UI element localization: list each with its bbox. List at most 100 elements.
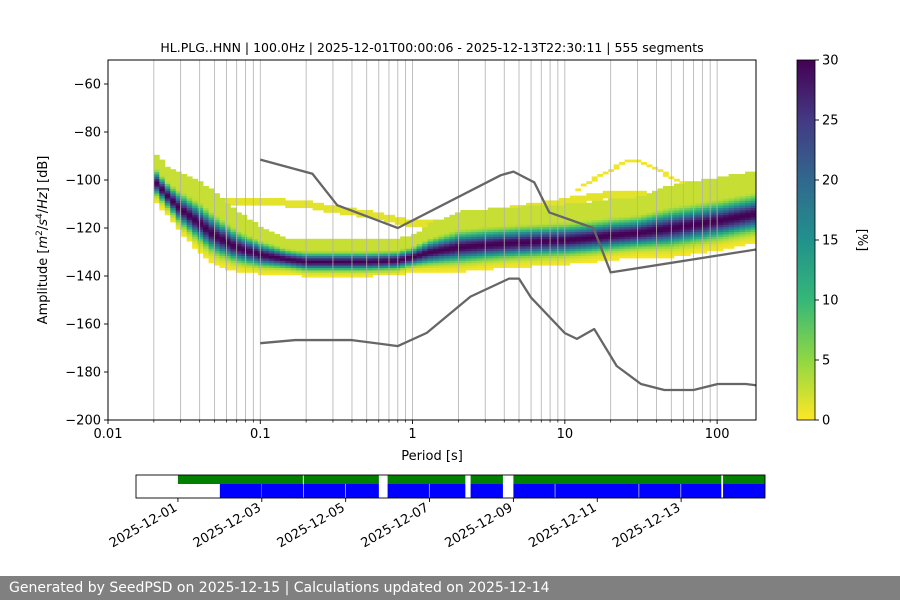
heatmap-cell: [613, 238, 620, 242]
heatmap-cell: [263, 243, 270, 247]
heatmap-cell: [230, 250, 237, 254]
heatmap-cell: [509, 265, 516, 268]
heatmap-cell: [312, 258, 319, 261]
heatmap-cell: [307, 246, 313, 249]
heatmap-cell: [651, 231, 658, 235]
heatmap-cell: [339, 267, 346, 271]
heatmap-cell: [635, 159, 642, 163]
coverage-blue-segment: [639, 484, 681, 498]
heatmap-cell: [684, 186, 691, 189]
heatmap-cell: [564, 229, 571, 232]
heatmap-cell: [619, 236, 626, 240]
heatmap-cell: [646, 241, 653, 244]
heatmap-cell: [405, 262, 412, 266]
heatmap-cell: [214, 207, 220, 211]
heatmap-cell: [208, 236, 215, 240]
heatmap-cell: [378, 267, 385, 271]
heatmap-cell: [597, 193, 604, 196]
heatmap-cell: [624, 210, 631, 213]
heatmap-cell: [350, 272, 357, 276]
heatmap-cell: [433, 236, 439, 240]
heatmap-cell: [186, 219, 193, 223]
heatmap-cell: [662, 190, 669, 194]
heatmap-cell: [493, 246, 500, 249]
heatmap-cell: [602, 202, 609, 206]
heatmap-cell: [564, 212, 571, 216]
heatmap-cell: [641, 253, 647, 256]
heatmap-cell: [712, 243, 719, 247]
heatmap-cell: [356, 253, 363, 256]
heatmap-cell: [520, 219, 527, 223]
heatmap-cell: [745, 200, 751, 204]
heatmap-cell: [268, 255, 275, 259]
heatmap-cell: [241, 226, 248, 230]
heatmap-cell: [504, 212, 511, 216]
heatmap-cell: [422, 236, 428, 240]
heatmap-cell: [531, 246, 538, 249]
heatmap-cell: [443, 226, 450, 230]
heatmap-cell: [460, 222, 467, 225]
heatmap-cell: [285, 241, 292, 244]
heatmap-cell: [537, 214, 543, 218]
ppsd-figure: HL.PLG..HNN | 100.0Hz | 2025-12-01T00:00…: [35, 40, 869, 551]
heatmap-cell: [422, 258, 428, 261]
heatmap-cell: [745, 229, 751, 232]
heatmap-cell: [400, 258, 407, 261]
heatmap-cell: [542, 210, 549, 213]
heatmap-cell: [263, 202, 270, 206]
heatmap-cell: [723, 243, 730, 247]
heatmap-cell: [613, 219, 620, 223]
heatmap-cell: [329, 210, 335, 213]
heatmap-cell: [569, 246, 576, 249]
noise-models: [259, 158, 756, 392]
heatmap-cell: [246, 246, 253, 249]
heatmap-cell: [164, 186, 171, 189]
heatmap-cell: [679, 219, 686, 223]
heatmap-cell: [257, 270, 264, 273]
heatmap-cell: [350, 274, 357, 278]
heatmap-cell: [679, 234, 686, 237]
heatmap-cell: [416, 248, 423, 252]
heatmap-cell: [547, 210, 554, 213]
heatmap-cell: [706, 219, 713, 223]
heatmap-cell: [706, 224, 713, 228]
heatmap-cell: [329, 270, 335, 273]
heatmap-cell: [454, 212, 461, 216]
heatmap-cell: [723, 226, 730, 230]
heatmap-cell: [575, 205, 582, 208]
heatmap-cell: [225, 224, 231, 228]
heatmap-cell: [274, 255, 281, 259]
heatmap-cell: [641, 224, 647, 228]
heatmap-cell: [257, 262, 264, 266]
heatmap-cell: [662, 205, 669, 208]
heatmap-cell: [246, 224, 253, 228]
heatmap-cell: [487, 248, 494, 252]
heatmap-cell: [427, 236, 434, 240]
heatmap-cell: [263, 267, 270, 271]
heatmap-cell: [422, 229, 428, 232]
colorbar-tick-label: 10: [822, 294, 839, 309]
heatmap-cell: [279, 236, 286, 240]
heatmap-cell: [662, 195, 669, 199]
heatmap-cell: [526, 210, 532, 213]
heatmap-cell: [515, 217, 522, 220]
coverage-green-segment: [303, 475, 379, 484]
heatmap-cell: [241, 250, 248, 254]
heatmap-cell: [416, 262, 423, 266]
heatmap-cell: [471, 236, 478, 240]
heatmap-cell: [389, 255, 396, 259]
heatmap-cell: [427, 250, 434, 254]
heatmap-cell: [378, 260, 385, 264]
heatmap-cell: [641, 195, 647, 199]
heatmap-cell: [411, 255, 417, 259]
heatmap-cell: [241, 219, 248, 223]
heatmap-cell: [619, 198, 626, 201]
heatmap-cell: [575, 253, 582, 256]
heatmap-cell: [460, 241, 467, 244]
heatmap-cell: [203, 222, 209, 225]
heatmap-cell: [378, 272, 385, 276]
heatmap-cell: [739, 188, 746, 192]
ppsd-plot-area: 0.01 0.1 1 10 100 −200−180−160−140−120−100−8…: [65, 59, 757, 442]
heatmap-cell: [438, 267, 445, 271]
heatmap-cell: [465, 212, 472, 216]
